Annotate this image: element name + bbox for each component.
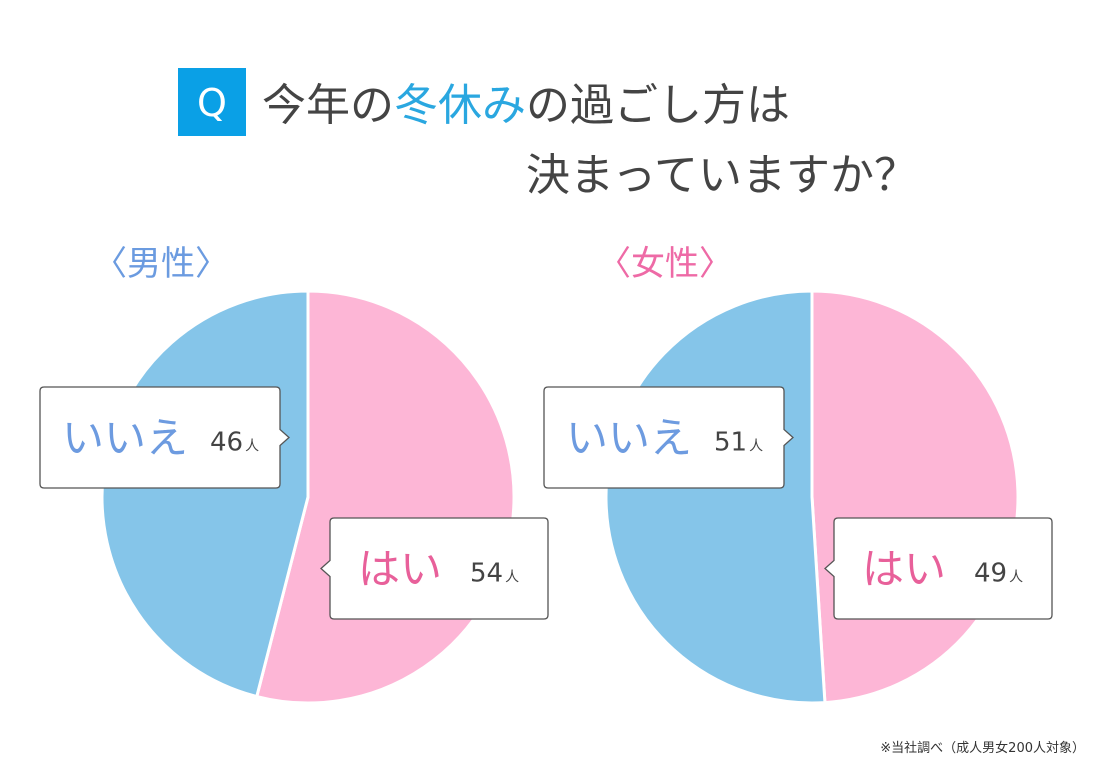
- footnote: ※当社調べ（成人男女200人対象）: [880, 740, 1085, 756]
- category-label: はい: [358, 545, 442, 594]
- unit-label: 人: [505, 570, 519, 586]
- category-label: いいえ: [566, 414, 692, 463]
- question-text: の過ごし方は: [526, 80, 790, 131]
- callout-box: [39, 386, 290, 489]
- value-label: 49: [974, 559, 1007, 589]
- question-line: 決まっていますか？: [526, 150, 918, 201]
- value-label: 46: [210, 428, 243, 458]
- category-label: はい: [862, 545, 946, 594]
- question-line: 今年の冬休みの過ごし方は: [262, 80, 790, 131]
- callout-box: [543, 386, 794, 489]
- question-marker-box: [178, 68, 246, 136]
- question-text: 今年の: [262, 80, 394, 131]
- question-text: 決まっていますか？: [526, 150, 918, 201]
- chart-label: 〈男性〉: [93, 244, 229, 284]
- unit-label: 人: [245, 439, 259, 455]
- unit-label: 人: [1009, 570, 1023, 586]
- callout-box: [824, 517, 1053, 620]
- value-label: 54: [470, 559, 503, 589]
- question-highlight: 冬休み: [394, 80, 526, 131]
- category-label: いいえ: [62, 414, 188, 463]
- pie-slice: [810, 289, 1020, 705]
- pie-slice: [604, 289, 827, 705]
- chart-label: 〈女性〉: [597, 244, 733, 284]
- callout-box: [320, 517, 549, 620]
- value-label: 51: [714, 428, 747, 458]
- question-marker: Q: [197, 81, 227, 125]
- unit-label: 人: [749, 439, 763, 455]
